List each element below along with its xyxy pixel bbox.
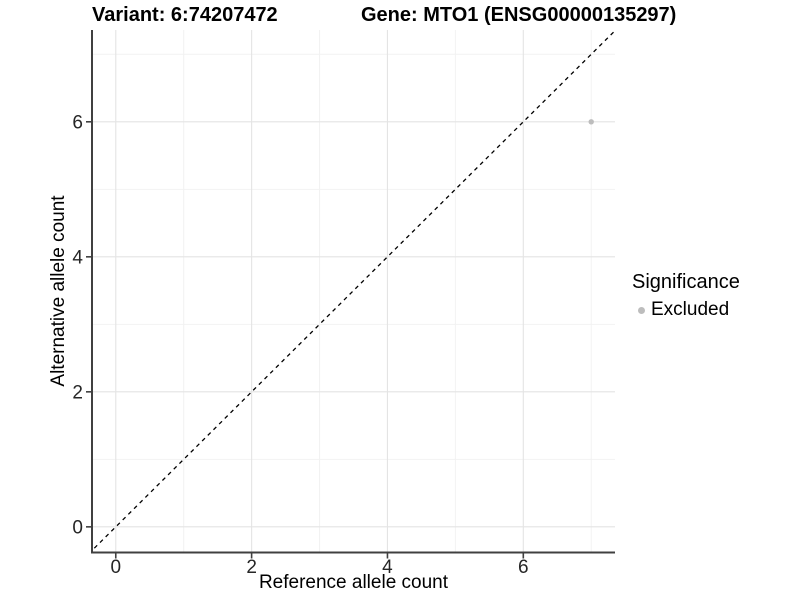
x-tick-label: 4 <box>382 557 393 578</box>
x-axis-title: Reference allele count <box>258 572 449 593</box>
x-tick-label: 0 <box>110 557 121 578</box>
x-tick-label: 6 <box>518 557 529 578</box>
legend-item-label: Excluded <box>651 299 730 320</box>
y-tick-label: 4 <box>72 247 83 268</box>
legend: Significance Excluded <box>630 271 740 321</box>
y-tick-label: 6 <box>72 112 83 133</box>
gene-title: Gene: MTO1 (ENSG00000135297) <box>361 4 677 26</box>
y-axis-title: Alternative allele count <box>48 195 69 387</box>
y-tick-label: 0 <box>72 517 83 538</box>
x-tick-label: 2 <box>246 557 257 578</box>
y-tick-label: 2 <box>72 382 83 403</box>
legend-item-excluded: Excluded <box>630 299 740 321</box>
identity-dashed-line <box>92 30 615 552</box>
legend-point-icon <box>638 306 645 314</box>
variant-title: Variant: 6:74207472 <box>92 4 278 26</box>
legend-title: Significance <box>632 271 740 293</box>
data-point <box>588 119 594 125</box>
